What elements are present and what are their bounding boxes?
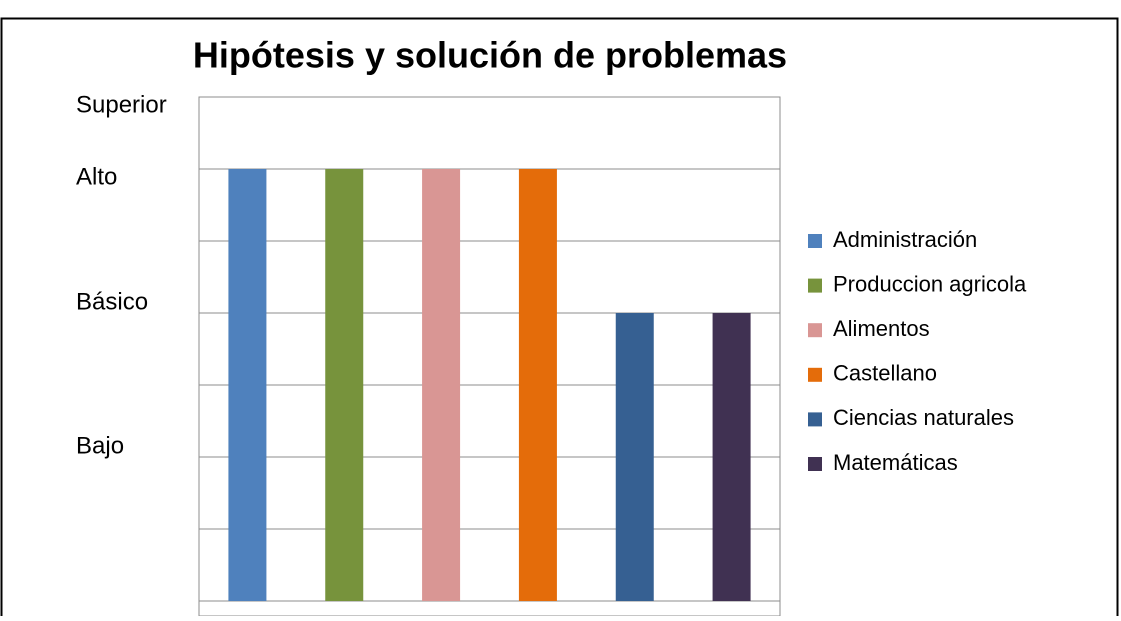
plot-area [198, 96, 781, 617]
y-tick-label: Superior [76, 91, 167, 118]
legend-label: Alimentos [833, 316, 930, 341]
legend-swatch [808, 234, 822, 248]
legend-swatch [808, 278, 822, 293]
bar [615, 313, 654, 601]
legend-label: Ciencias naturales [833, 405, 1014, 430]
frame [0, 17, 1119, 616]
legend-swatch [808, 412, 822, 427]
legend-label: Matemáticas [833, 450, 958, 475]
legend-label: Castellano [833, 361, 937, 386]
bar [325, 169, 364, 601]
chart-title: Hipótesis y solución de problemas [193, 35, 787, 76]
legend-swatch [808, 457, 822, 471]
legend-swatch [808, 367, 822, 382]
y-tick-label: Básico [76, 288, 148, 315]
y-tick-label: Alto [76, 163, 117, 190]
legend-swatch [808, 323, 822, 338]
legend-label: Produccion agricola [833, 271, 1027, 296]
bar [518, 169, 557, 601]
bar [228, 169, 267, 601]
y-tick-label: Bajo [76, 432, 124, 459]
legend-label: Administración [833, 227, 977, 252]
bar [712, 313, 751, 601]
bar [422, 169, 461, 601]
